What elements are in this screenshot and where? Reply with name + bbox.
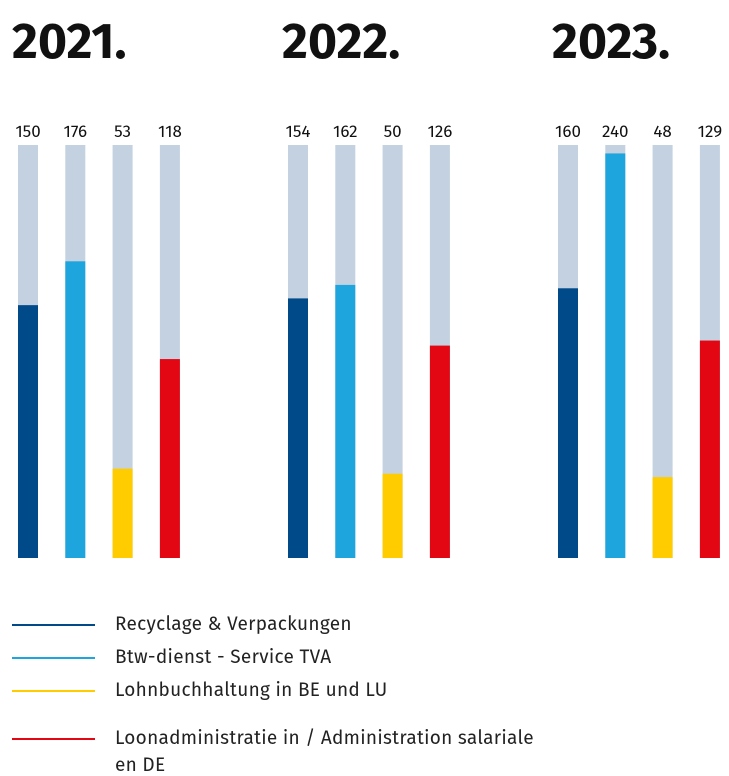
year-title: 2021. <box>12 12 127 72</box>
legend-swatch <box>12 738 95 740</box>
bar <box>112 468 133 558</box>
bar <box>65 261 86 558</box>
value-label: 160 <box>555 121 581 142</box>
value-label: 129 <box>698 121 723 142</box>
bar <box>558 288 578 558</box>
bar <box>605 153 626 558</box>
legend-label: Loonadministratie in / Administration sa… <box>115 727 534 776</box>
legend-swatch <box>12 690 95 692</box>
value-label: 118 <box>158 121 182 142</box>
value-label: 50 <box>384 121 402 142</box>
value-label: 150 <box>15 121 40 142</box>
year-title: 2023. <box>552 12 670 72</box>
chart: 2021. 150 176 53 118 2022. 154 162 50 126 2023. 160… <box>12 12 723 558</box>
legend-swatch <box>12 624 95 626</box>
bar-track <box>652 145 673 558</box>
value-label: 53 <box>114 121 131 142</box>
bar <box>159 359 180 558</box>
value-label: 126 <box>427 121 452 142</box>
bar <box>18 305 38 558</box>
year-title: 2022. <box>282 12 400 72</box>
value-label: 162 <box>333 121 358 142</box>
value-label: 176 <box>64 121 88 142</box>
bar <box>288 298 308 558</box>
value-label: 240 <box>602 121 629 142</box>
legend-swatch <box>12 657 95 659</box>
legend-label: Btw-dienst - Service TVA <box>115 646 332 669</box>
bar <box>429 345 450 558</box>
bar <box>382 473 403 558</box>
value-label: 48 <box>653 121 671 142</box>
legend-label: Recyclage & Verpackungen <box>115 613 352 636</box>
bar-track <box>112 145 133 558</box>
value-label: 154 <box>286 121 311 142</box>
bar <box>335 284 356 558</box>
bar <box>699 340 720 558</box>
legend-label: Lohnbuchhaltung in BE und LU <box>115 679 388 702</box>
bar-track <box>382 145 403 558</box>
bar <box>652 477 673 558</box>
